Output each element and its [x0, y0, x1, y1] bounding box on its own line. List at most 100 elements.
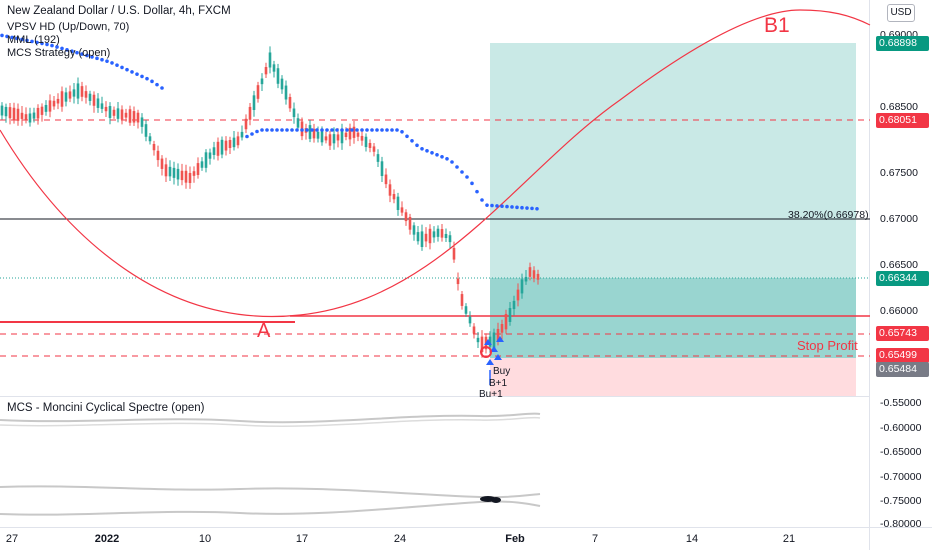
candle-body — [96, 98, 100, 108]
candle-body — [316, 131, 320, 139]
fib-label[interactable]: 38.20%(0.66978) — [788, 209, 869, 221]
candle-body — [72, 89, 76, 97]
indicator-legend-vpsv[interactable]: VPSV HD (Up/Down, 70) — [7, 21, 130, 33]
mml-dot — [500, 204, 504, 209]
candle-body — [452, 247, 456, 260]
mml-dot — [340, 128, 344, 132]
candle-body — [16, 108, 20, 121]
candle-body — [180, 170, 184, 181]
indicator-scale-label: -0.80000 — [880, 518, 922, 530]
candle-body — [168, 166, 172, 177]
candle-body — [156, 150, 160, 161]
time-label: 7 — [591, 533, 599, 545]
candle-body — [352, 126, 356, 138]
mml-dot — [345, 128, 349, 132]
stop-zone[interactable] — [490, 358, 856, 396]
candle-body — [44, 104, 48, 112]
mml-dot — [350, 128, 354, 132]
candle-body — [280, 78, 284, 90]
candle-body — [136, 112, 140, 123]
candle-body — [88, 93, 92, 101]
price-tag-level: 0.65499 — [876, 348, 929, 363]
candle-body — [456, 278, 460, 285]
label-b1[interactable]: B1 — [764, 14, 790, 37]
candle-body — [376, 154, 380, 162]
mml-dot — [105, 59, 109, 63]
candle-body — [388, 184, 392, 196]
mml-dot — [50, 43, 54, 48]
price-tag-stop-profit: 0.65743 — [876, 326, 929, 341]
candle-body — [436, 228, 440, 237]
candle-body — [252, 95, 256, 110]
indicator-legend-mcs[interactable]: MCS Strategy (open) — [7, 47, 111, 59]
indicator-scale-label: -0.65000 — [880, 446, 922, 458]
indicator-pane-title[interactable]: MCS - Moncini Cyclical Spectre (open) — [7, 402, 205, 414]
candle-body — [236, 136, 240, 146]
mml-dot — [120, 65, 124, 70]
candle-body — [224, 140, 228, 151]
candle-body — [332, 134, 336, 144]
buy-label: B+1 — [489, 378, 508, 389]
indicator-scale-label: -0.70000 — [880, 471, 922, 483]
entry-zone — [490, 278, 856, 358]
candle-body — [308, 125, 312, 139]
candle-body — [516, 289, 520, 301]
stop-profit-label[interactable]: Stop Profit — [797, 338, 858, 353]
price-tag-level: 0.68051 — [876, 113, 929, 128]
mml-dot — [450, 160, 454, 164]
time-label: 21 — [782, 533, 796, 545]
mml-dot — [285, 128, 289, 132]
candle-body — [312, 128, 316, 139]
candle-body — [152, 144, 156, 151]
mml-dot — [95, 56, 99, 61]
mml-dot — [155, 82, 159, 87]
mml-dot — [125, 67, 129, 72]
candle-body — [80, 86, 84, 97]
candle-body — [328, 134, 332, 146]
mml-dot — [15, 36, 19, 41]
cycle-curve[interactable] — [0, 9, 871, 318]
currency-button[interactable]: USD — [887, 4, 915, 22]
mml-dot — [430, 151, 434, 155]
mml-dot — [90, 55, 94, 59]
candle-body — [520, 279, 524, 294]
candle-body — [448, 235, 452, 243]
candle-body — [40, 106, 44, 115]
candle-body — [28, 113, 32, 123]
mml-dot — [305, 128, 309, 132]
candle-body — [52, 100, 56, 107]
label-a[interactable]: A — [257, 320, 271, 342]
candle-body — [296, 118, 300, 128]
mml-dot — [310, 128, 314, 132]
candle-body — [24, 114, 28, 120]
candle-body — [348, 127, 352, 140]
candle-body — [220, 139, 224, 155]
candle-body — [8, 107, 12, 119]
mml-dot — [110, 61, 114, 65]
indicator-legend-mml[interactable]: MML (192) — [7, 34, 60, 46]
mml-dot — [330, 128, 334, 132]
mml-dot — [415, 143, 419, 148]
mml-dot — [100, 57, 104, 62]
candle-body — [208, 152, 212, 159]
price-tag-last: 0.66344 — [876, 271, 929, 286]
indicator-scale-label: -0.60000 — [880, 422, 922, 434]
time-label: 27 — [5, 533, 19, 545]
candle-body — [132, 111, 136, 123]
candle-body — [432, 231, 436, 238]
candle-body — [200, 161, 204, 168]
mml-dot — [260, 128, 264, 132]
candle-body — [500, 324, 504, 333]
mml-dot — [400, 130, 404, 134]
candle-body — [284, 85, 288, 100]
time-label: 2022 — [94, 533, 120, 545]
mml-dot — [520, 205, 524, 210]
candle-body — [60, 91, 64, 107]
candle-body — [36, 107, 40, 119]
candle-body — [288, 97, 292, 109]
target-zone[interactable] — [490, 43, 856, 278]
mml-dot — [115, 63, 119, 67]
candle-body — [192, 171, 196, 176]
candle-body — [424, 233, 428, 242]
